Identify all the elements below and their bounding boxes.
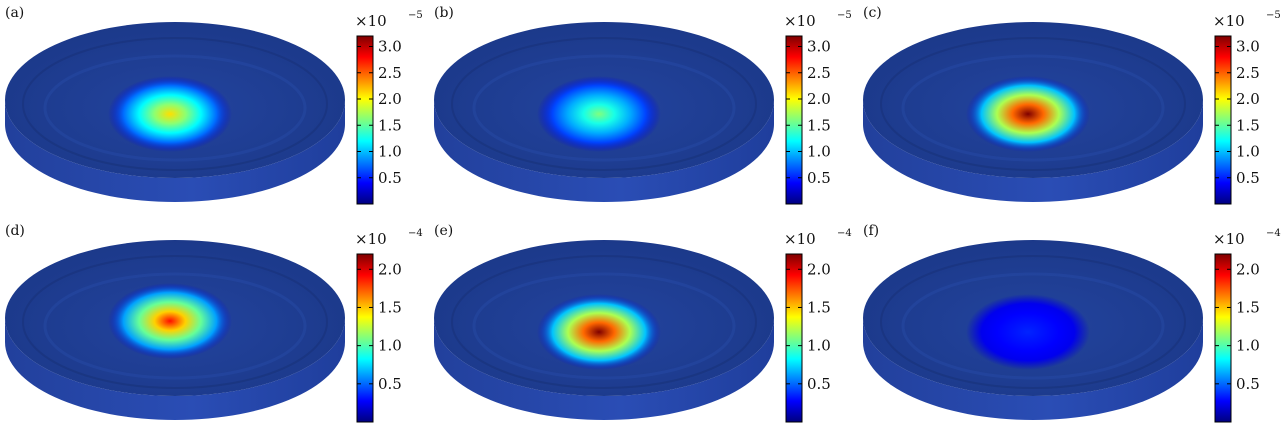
colorbar-tick-label: 2.0 (378, 260, 402, 278)
colorbar-tick-label: 0.5 (378, 375, 402, 393)
panel-label: (b) (434, 5, 454, 21)
colorbar-tick-label: 1.0 (807, 143, 831, 161)
disk-groove (22, 255, 328, 389)
panel-label: (f) (863, 223, 879, 239)
field-hotspot (966, 76, 1090, 152)
panel-label: (a) (5, 5, 24, 21)
colorbar-tick-label: 0.5 (1236, 169, 1260, 187)
colorbar (356, 35, 374, 205)
colorbar-tick-label: 3.0 (1236, 38, 1260, 56)
panel-figure: (d) ×10 −4 0.5 1.0 1.5 2.0 (5, 223, 423, 423)
field-hotspot (108, 76, 232, 152)
disk-side (5, 100, 345, 202)
panel-figure: (a) ×10 −5 0.5 1.0 1.5 2.0 2.5 3.0 (5, 5, 423, 205)
disk (863, 22, 1203, 202)
colorbar-tick-label: 1.5 (807, 298, 831, 316)
colorbar-tick-label: 1.5 (378, 116, 402, 134)
panel-figure: (e) ×10 −4 0.5 1.0 1.5 2.0 (434, 223, 852, 423)
colorbar-exponent: −4 (837, 228, 852, 239)
disk-groove (880, 255, 1186, 389)
colorbar-exponent: −4 (408, 228, 423, 239)
field-hotspot (966, 294, 1090, 370)
disk-side (434, 318, 774, 420)
disk (5, 22, 345, 202)
panel-label: (c) (863, 5, 882, 21)
disk (434, 22, 774, 202)
colorbar-tick-label: 2.0 (807, 90, 831, 108)
disk-groove (880, 37, 1186, 171)
colorbar-tick-label: 1.5 (1236, 116, 1260, 134)
colorbar (785, 253, 803, 423)
colorbar-multiplier: ×10 (784, 12, 816, 30)
panel-label: (e) (434, 223, 453, 239)
colorbar-tick-label: 1.0 (1236, 337, 1260, 355)
disk-groove (451, 255, 757, 389)
colorbar-multiplier: ×10 (355, 230, 387, 248)
field-hotspot (537, 76, 661, 152)
disk-inner-ring (472, 272, 736, 380)
colorbar-tick-label: 2.0 (378, 90, 402, 108)
disk-side (863, 318, 1203, 420)
disk-side (863, 100, 1203, 202)
panel-f: (f) ×10 −4 0.5 1.0 1.5 2.0 (858, 218, 1287, 435)
colorbar-tick-label: 0.5 (378, 169, 402, 187)
panel-a: (a) ×10 −5 0.5 1.0 1.5 2.0 2.5 3.0 (0, 0, 429, 217)
colorbar (1214, 253, 1232, 423)
field-hotspot (537, 294, 661, 370)
colorbar-exponent: −5 (408, 10, 423, 21)
disk-side (5, 318, 345, 420)
colorbar-tick-label: 0.5 (1236, 375, 1260, 393)
colorbar-tick-label: 1.5 (378, 298, 402, 316)
disk (5, 240, 345, 420)
disk-groove (22, 37, 328, 171)
colorbar-tick-label: 2.5 (1236, 64, 1260, 82)
disk-inner-ring (472, 54, 736, 162)
colorbar-exponent: −5 (837, 10, 852, 21)
colorbar (1214, 35, 1232, 205)
colorbar-tick-label: 3.0 (378, 38, 402, 56)
colorbar-tick-label: 0.5 (807, 375, 831, 393)
panel-b: (b) ×10 −5 0.5 1.0 1.5 2.0 2.5 3.0 (429, 0, 858, 217)
colorbar-tick-label: 3.0 (807, 38, 831, 56)
colorbar (356, 253, 374, 423)
panel-figure: (c) ×10 −5 0.5 1.0 1.5 2.0 2.5 3.0 (863, 5, 1281, 205)
colorbar-exponent: −5 (1266, 10, 1281, 21)
colorbar-exponent: −4 (1266, 228, 1281, 239)
disk-inner-ring (901, 272, 1165, 380)
disk (863, 240, 1203, 420)
colorbar-tick-label: 2.5 (378, 64, 402, 82)
disk (434, 240, 774, 420)
colorbar-tick-label: 0.5 (807, 169, 831, 187)
colorbar-tick-label: 2.5 (807, 64, 831, 82)
field-hotspot (108, 283, 232, 359)
panel-c: (c) ×10 −5 0.5 1.0 1.5 2.0 2.5 3.0 (858, 0, 1287, 217)
panel-e: (e) ×10 −4 0.5 1.0 1.5 2.0 (429, 218, 858, 435)
disk-inner-ring (901, 54, 1165, 162)
colorbar-multiplier: ×10 (784, 230, 816, 248)
colorbar-tick-label: 2.0 (1236, 90, 1260, 108)
colorbar-tick-label: 1.5 (1236, 298, 1260, 316)
panel-figure: (b) ×10 −5 0.5 1.0 1.5 2.0 2.5 3.0 (434, 5, 852, 205)
colorbar-tick-label: 1.0 (1236, 143, 1260, 161)
panel-label: (d) (5, 223, 25, 239)
colorbar-tick-label: 1.0 (378, 143, 402, 161)
disk-inner-ring (43, 54, 307, 162)
panel-d: (d) ×10 −4 0.5 1.0 1.5 2.0 (0, 218, 429, 435)
colorbar-tick-label: 2.0 (807, 260, 831, 278)
colorbar-tick-label: 1.5 (807, 116, 831, 134)
colorbar-tick-label: 2.0 (1236, 260, 1260, 278)
colorbar-multiplier: ×10 (1213, 230, 1245, 248)
disk-side (434, 100, 774, 202)
panel-figure: (f) ×10 −4 0.5 1.0 1.5 2.0 (863, 223, 1281, 423)
colorbar (785, 35, 803, 205)
colorbar-tick-label: 1.0 (807, 337, 831, 355)
disk-inner-ring (43, 272, 307, 380)
colorbar-tick-label: 1.0 (378, 337, 402, 355)
colorbar-multiplier: ×10 (1213, 12, 1245, 30)
disk-groove (451, 37, 757, 171)
colorbar-multiplier: ×10 (355, 12, 387, 30)
